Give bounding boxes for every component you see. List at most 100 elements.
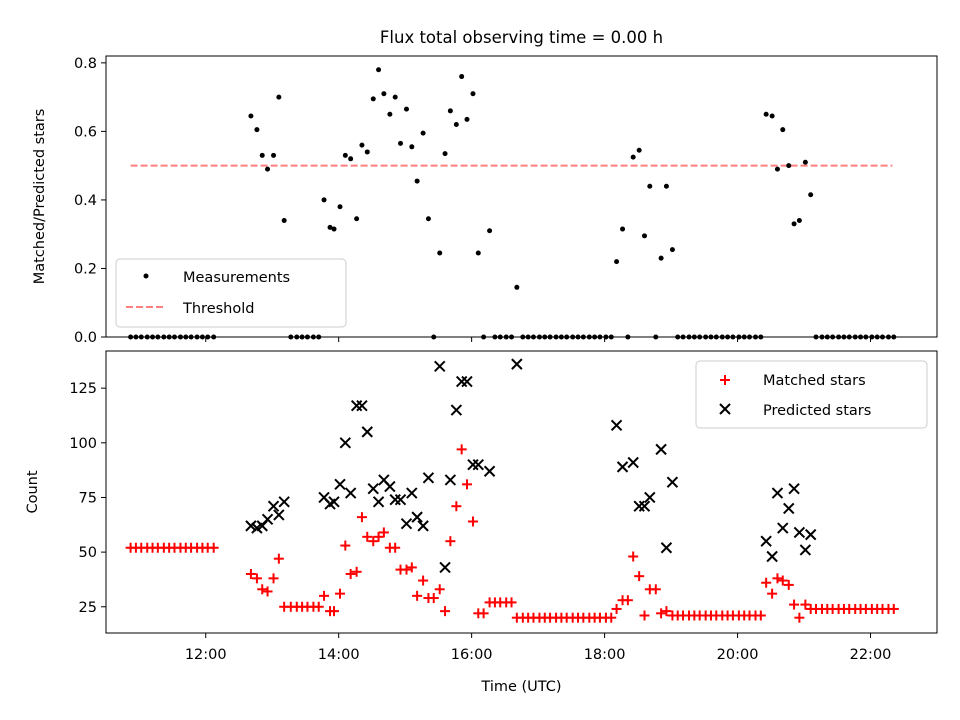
predicted-star-point <box>267 500 280 512</box>
x-tick-label: 18:00 <box>584 647 626 663</box>
measurement-point <box>641 233 647 239</box>
predicted-star-point <box>245 520 257 532</box>
figure-title: Flux total observing time = 0.00 h <box>380 28 663 47</box>
top-axes-frame <box>105 55 938 338</box>
legend-measurements-label: Measurements <box>183 270 290 286</box>
bottom-panel: 25 50 75 100 125 12:00 14:00 16:00 18:00 20:00 22… <box>25 350 938 695</box>
measurement-point <box>487 228 493 234</box>
bottom-x-ticks: 12:00 14:00 16:00 18:00 20:00 22:00 <box>185 633 892 663</box>
matched-star-point <box>373 531 384 542</box>
predicted-star-point <box>439 561 451 574</box>
measurement-point <box>271 152 277 158</box>
legend-measurements-marker <box>143 273 149 279</box>
predicted-star-point <box>627 456 639 469</box>
measurement-point <box>791 221 797 227</box>
measurement-point <box>327 224 333 230</box>
x-axis-label: Time (UTC) <box>480 679 561 695</box>
top-panel: 0.00.20.40.60.8 Matched/Predicted stars … <box>32 55 938 346</box>
matched-star-point <box>208 542 219 553</box>
predicted-star-point <box>804 528 817 541</box>
matched-star-point <box>794 612 805 623</box>
measurement-point <box>669 247 675 253</box>
measurement-point <box>464 116 470 122</box>
x-tick-label: 14:00 <box>318 647 360 663</box>
measurement-point <box>802 159 808 165</box>
predicted-star-point <box>788 483 800 495</box>
predicted-star-point <box>766 550 778 563</box>
matched-star-point <box>639 610 650 621</box>
measurement-point <box>398 140 404 146</box>
matched-star-point <box>335 588 346 599</box>
measurement-point <box>414 178 420 184</box>
matched-star-point <box>390 542 401 553</box>
x-tick-label: 20:00 <box>717 647 759 663</box>
measurement-point <box>254 127 260 133</box>
predicted-star-point <box>417 520 429 532</box>
predicted-star-point <box>394 493 407 506</box>
bottom-y-tick-label: 50 <box>79 545 97 561</box>
predicted-star-point <box>666 476 679 488</box>
measurement-point <box>392 94 398 100</box>
top-y-axis-label: Matched/Predicted stars <box>32 109 48 285</box>
predicted-star-point <box>384 480 396 493</box>
measurement-point <box>359 142 365 148</box>
measurement-point <box>620 226 626 232</box>
predicted-star-point <box>372 496 385 508</box>
measurement-point <box>630 154 636 160</box>
top-y-tick-label: 0.8 <box>74 56 97 72</box>
predicted-star-point <box>278 496 290 508</box>
matched-star-point <box>378 527 389 538</box>
matched-star-point <box>362 531 373 542</box>
top-x-ticks <box>205 337 872 342</box>
x-tick-label: 22:00 <box>850 647 892 663</box>
predicted-star-point <box>422 472 435 484</box>
matched-star-point <box>440 606 451 617</box>
measurement-point <box>663 183 669 189</box>
bottom-legend: Matched stars Predicted stars <box>695 360 928 429</box>
top-y-ticks: 0.0 0.2 0.4 0.6 0.8 <box>74 56 106 346</box>
matched-star-point <box>888 603 899 614</box>
predicted-star-point <box>356 399 368 412</box>
measurement-point <box>636 147 642 153</box>
x-tick-label: 12:00 <box>185 647 227 663</box>
predicted-star-point <box>261 513 274 526</box>
measurement-point <box>409 144 415 150</box>
measurement-point <box>420 130 426 136</box>
matched-star-point <box>356 512 367 523</box>
predicted-star-point <box>450 404 463 416</box>
measurement-point <box>425 216 431 222</box>
matched-star-point <box>401 564 412 575</box>
legend-threshold-label: Threshold <box>182 301 254 317</box>
matched-star-point <box>313 601 324 612</box>
measurement-point <box>780 127 786 133</box>
measurement-point <box>769 113 775 119</box>
matched-star-point <box>755 610 766 621</box>
matched-star-point <box>761 577 772 588</box>
measurement-point <box>514 284 520 290</box>
top-y-tick-label: 0.6 <box>74 124 97 140</box>
measurement-point <box>403 106 409 112</box>
matched-star-point <box>406 562 417 573</box>
matched-star-point <box>351 566 362 577</box>
predicted-star-point <box>799 544 812 556</box>
predicted-star-point <box>367 483 379 495</box>
matched-star-point <box>622 595 633 606</box>
bottom-y-ticks: 25 50 75 100 125 <box>69 381 106 616</box>
predicted-star-point <box>655 443 667 456</box>
measurement-point <box>376 67 382 73</box>
matched-star-point <box>772 573 783 584</box>
bottom-y-tick-label: 125 <box>69 381 97 397</box>
matched-star-point <box>478 608 489 619</box>
matched-star-point <box>767 588 778 599</box>
measurement-point <box>354 216 360 222</box>
matched-star-point <box>461 479 472 490</box>
legend-matched-marker <box>720 375 730 385</box>
measurement-point <box>370 96 376 102</box>
predicted-star-point <box>411 511 423 523</box>
predicted-star-point <box>616 461 629 473</box>
matched-star-point <box>506 597 517 608</box>
matched-star-point <box>467 516 478 527</box>
measurement-point <box>348 156 354 162</box>
top-y-tick-label: 0.0 <box>74 330 97 346</box>
